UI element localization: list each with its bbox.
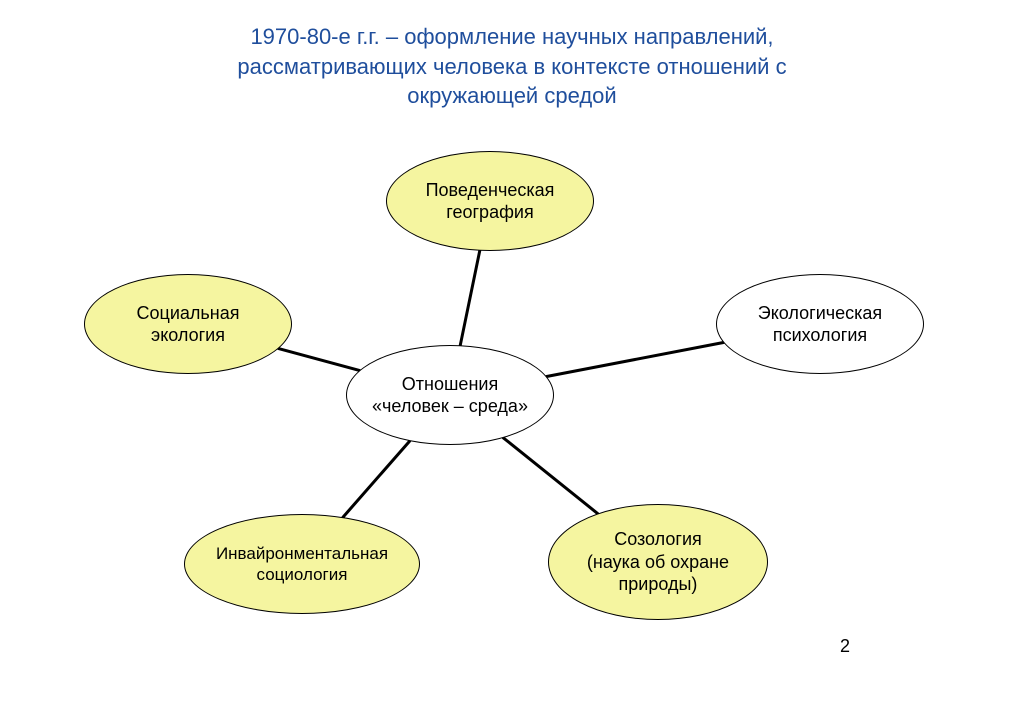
- diagram-node-label: Отношения«человек – среда»: [372, 373, 528, 418]
- diagram-node-label: Экологическаяпсихология: [758, 302, 882, 347]
- diagram-node-bottom_left: Инвайронментальнаясоциология: [184, 514, 420, 614]
- diagram-node-right: Экологическаяпсихология: [716, 274, 924, 374]
- diagram-node-top: Поведенческаягеография: [386, 151, 594, 251]
- diagram-node-label: Инвайронментальнаясоциология: [216, 543, 388, 586]
- diagram-node-label: Поведенческаягеография: [426, 179, 555, 224]
- slide-title: 1970-80-е г.г. – оформление научных напр…: [0, 22, 1024, 111]
- diagram-node-label: Социальнаяэкология: [137, 302, 240, 347]
- diagram-node-label: Созология(наука об охранеприроды): [587, 528, 729, 596]
- diagram-node-center: Отношения«человек – среда»: [346, 345, 554, 445]
- diagram-node-bottom_right: Созология(наука об охранеприроды): [548, 504, 768, 620]
- page-number: 2: [840, 636, 850, 657]
- diagram-node-left: Социальнаяэкология: [84, 274, 292, 374]
